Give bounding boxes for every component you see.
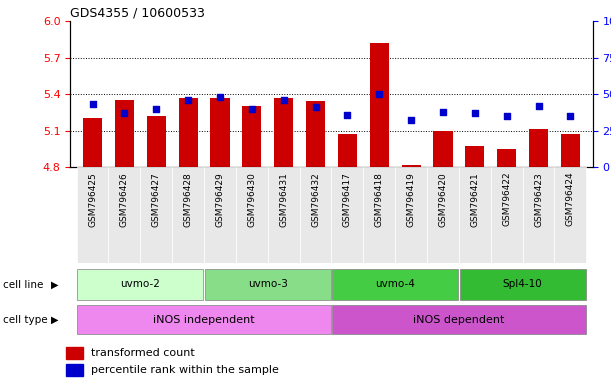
- Bar: [306, 101, 325, 167]
- Bar: [67, 364, 82, 376]
- Text: GSM796430: GSM796430: [247, 172, 257, 227]
- Text: Spl4-10: Spl4-10: [503, 279, 543, 289]
- Bar: [561, 134, 580, 167]
- Point: [120, 110, 130, 116]
- Text: GSM796418: GSM796418: [375, 172, 384, 227]
- Point: [375, 91, 384, 97]
- Bar: [395, 167, 427, 263]
- Text: GSM796425: GSM796425: [88, 172, 97, 227]
- Bar: [77, 269, 203, 300]
- Bar: [76, 167, 109, 263]
- Text: GSM796424: GSM796424: [566, 172, 575, 227]
- Bar: [364, 167, 395, 263]
- Bar: [370, 43, 389, 167]
- Bar: [401, 165, 420, 167]
- Point: [152, 106, 161, 112]
- Text: GSM796417: GSM796417: [343, 172, 352, 227]
- Point: [533, 103, 543, 109]
- Point: [279, 97, 288, 103]
- Bar: [332, 305, 586, 334]
- Text: uvmo-4: uvmo-4: [375, 279, 415, 289]
- Text: GSM796421: GSM796421: [470, 172, 479, 227]
- Bar: [243, 106, 262, 167]
- Bar: [141, 167, 172, 263]
- Bar: [338, 134, 357, 167]
- Bar: [459, 167, 491, 263]
- Bar: [299, 167, 332, 263]
- Text: GSM796429: GSM796429: [216, 172, 224, 227]
- Text: ▶: ▶: [51, 315, 58, 325]
- Point: [406, 117, 416, 123]
- Bar: [459, 269, 586, 300]
- Point: [310, 104, 320, 110]
- Bar: [205, 269, 331, 300]
- Text: transformed count: transformed count: [90, 348, 194, 358]
- Text: GSM796427: GSM796427: [152, 172, 161, 227]
- Point: [566, 113, 576, 119]
- Bar: [529, 129, 548, 167]
- Bar: [332, 269, 458, 300]
- Point: [87, 101, 97, 108]
- Bar: [497, 149, 516, 167]
- Point: [470, 110, 480, 116]
- Bar: [77, 305, 331, 334]
- Point: [502, 113, 511, 119]
- Point: [183, 97, 193, 103]
- Text: GSM796426: GSM796426: [120, 172, 129, 227]
- Bar: [236, 167, 268, 263]
- Text: GSM796422: GSM796422: [502, 172, 511, 227]
- Bar: [109, 167, 141, 263]
- Bar: [210, 98, 230, 167]
- Bar: [147, 116, 166, 167]
- Text: uvmo-2: uvmo-2: [120, 279, 160, 289]
- Bar: [274, 98, 293, 167]
- Text: ▶: ▶: [51, 280, 58, 290]
- Bar: [172, 167, 204, 263]
- Text: iNOS dependent: iNOS dependent: [413, 314, 505, 325]
- Text: GSM796432: GSM796432: [311, 172, 320, 227]
- Bar: [268, 167, 299, 263]
- Bar: [83, 118, 102, 167]
- Bar: [204, 167, 236, 263]
- Text: GDS4355 / 10600533: GDS4355 / 10600533: [70, 7, 205, 20]
- Text: GSM796419: GSM796419: [406, 172, 415, 227]
- Text: GSM796420: GSM796420: [439, 172, 447, 227]
- Bar: [115, 100, 134, 167]
- Bar: [178, 98, 198, 167]
- Point: [438, 109, 448, 115]
- Point: [343, 111, 353, 118]
- Bar: [522, 167, 554, 263]
- Text: GSM796431: GSM796431: [279, 172, 288, 227]
- Point: [215, 94, 225, 100]
- Bar: [433, 131, 453, 167]
- Text: iNOS independent: iNOS independent: [153, 314, 255, 325]
- Bar: [427, 167, 459, 263]
- Point: [247, 106, 257, 112]
- Text: GSM796423: GSM796423: [534, 172, 543, 227]
- Bar: [465, 146, 485, 167]
- Text: uvmo-3: uvmo-3: [248, 279, 288, 289]
- Text: GSM796428: GSM796428: [184, 172, 192, 227]
- Text: cell line: cell line: [3, 280, 43, 290]
- Text: percentile rank within the sample: percentile rank within the sample: [90, 365, 279, 375]
- Bar: [331, 167, 364, 263]
- Bar: [67, 347, 82, 359]
- Bar: [491, 167, 522, 263]
- Text: cell type: cell type: [3, 315, 48, 325]
- Bar: [554, 167, 587, 263]
